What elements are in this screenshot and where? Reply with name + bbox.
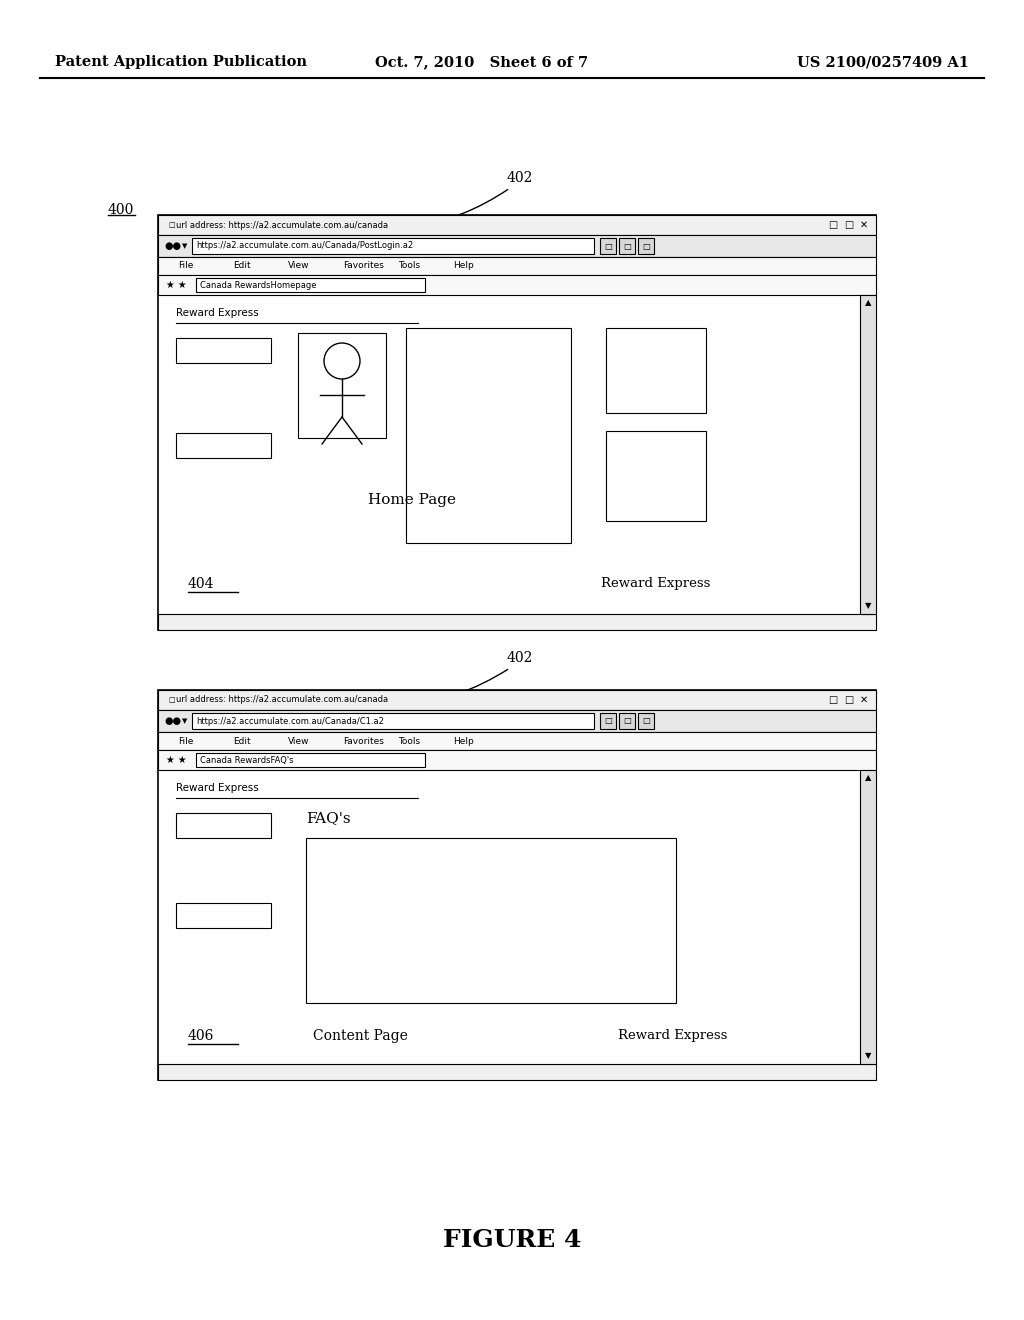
Text: □: □ (604, 242, 612, 251)
Text: ▼: ▼ (864, 602, 871, 610)
Text: ▲: ▲ (864, 774, 871, 783)
Text: Reward Express: Reward Express (601, 578, 711, 590)
Bar (196, 752, 425, 767)
Text: □: □ (604, 717, 612, 726)
Text: □: □ (623, 717, 631, 726)
Text: url address: https://a2.accumulate.com.au/canada: url address: https://a2.accumulate.com.a… (176, 696, 388, 705)
Text: Home Page: Home Page (368, 492, 456, 507)
Text: Edit: Edit (233, 737, 251, 746)
Text: □: □ (642, 242, 650, 251)
Text: Canada RewardsFAQ's: Canada RewardsFAQ's (200, 755, 294, 764)
Bar (606, 327, 706, 413)
Bar (638, 238, 654, 253)
Text: ✕: ✕ (860, 220, 868, 230)
Text: Favorites: Favorites (343, 737, 384, 746)
Text: FAQ's: FAQ's (306, 810, 350, 825)
Text: □: □ (623, 242, 631, 251)
Text: File: File (178, 261, 194, 271)
Text: Tools: Tools (398, 261, 420, 271)
Bar (606, 432, 706, 521)
Text: Help: Help (453, 737, 474, 746)
Bar (158, 257, 876, 275)
Text: Reward Express: Reward Express (176, 308, 259, 318)
Text: 400: 400 (108, 203, 134, 216)
Text: ▼: ▼ (182, 718, 187, 723)
Text: View: View (288, 737, 309, 746)
Bar (176, 813, 271, 838)
Bar (176, 338, 271, 363)
Bar (638, 713, 654, 729)
Bar (158, 614, 876, 630)
Text: 402: 402 (507, 172, 534, 185)
Text: 404: 404 (188, 577, 214, 591)
Bar (600, 713, 616, 729)
Bar (158, 1064, 876, 1080)
Text: File: File (178, 737, 194, 746)
Text: ★ ★: ★ ★ (166, 755, 186, 766)
Text: Reward Express: Reward Express (618, 1030, 727, 1043)
Text: ●●: ●● (164, 715, 181, 726)
Text: url address: https://a2.accumulate.com.au/canada: url address: https://a2.accumulate.com.a… (176, 220, 388, 230)
Bar (158, 275, 876, 294)
Text: View: View (288, 261, 309, 271)
Text: ●●: ●● (164, 242, 181, 251)
Bar (860, 770, 876, 1064)
Bar (176, 903, 271, 928)
Text: Favorites: Favorites (343, 261, 384, 271)
Text: □: □ (168, 222, 175, 228)
Bar (193, 713, 594, 729)
Text: □: □ (168, 697, 175, 704)
Bar (158, 690, 876, 1080)
Bar (406, 327, 571, 543)
Bar (306, 838, 676, 1003)
Text: Help: Help (453, 261, 474, 271)
Text: Reward Express: Reward Express (176, 783, 259, 793)
Text: Content Page: Content Page (313, 1030, 408, 1043)
Text: Edit: Edit (233, 261, 251, 271)
Text: □: □ (828, 696, 838, 705)
Text: 402: 402 (507, 651, 534, 665)
Bar (158, 215, 876, 630)
Bar (176, 433, 271, 458)
Bar (158, 690, 876, 710)
Bar (158, 733, 876, 750)
Bar (158, 750, 876, 770)
Text: □: □ (828, 220, 838, 230)
Text: US 2100/0257409 A1: US 2100/0257409 A1 (797, 55, 969, 69)
Text: □: □ (844, 696, 853, 705)
Bar (158, 235, 876, 257)
Text: □: □ (844, 220, 853, 230)
Text: https://a2.accumulate.com.au/Canada/C1.a2: https://a2.accumulate.com.au/Canada/C1.a… (196, 717, 384, 726)
Text: ✕: ✕ (860, 696, 868, 705)
Text: Tools: Tools (398, 737, 420, 746)
Bar (600, 238, 616, 253)
Text: ▼: ▼ (864, 1052, 871, 1060)
Bar (860, 294, 876, 614)
Bar (158, 215, 876, 235)
Text: ▲: ▲ (864, 298, 871, 308)
Bar (193, 238, 594, 253)
Text: Canada RewardsHomepage: Canada RewardsHomepage (200, 281, 316, 289)
Text: ★ ★: ★ ★ (166, 280, 186, 290)
Text: 406: 406 (188, 1030, 214, 1043)
Bar (298, 333, 386, 438)
Text: ▼: ▼ (182, 243, 187, 249)
Text: Oct. 7, 2010   Sheet 6 of 7: Oct. 7, 2010 Sheet 6 of 7 (376, 55, 589, 69)
Text: FIGURE 4: FIGURE 4 (442, 1228, 582, 1251)
Bar (196, 279, 425, 292)
Bar (158, 710, 876, 733)
Text: □: □ (642, 717, 650, 726)
Text: Patent Application Publication: Patent Application Publication (55, 55, 307, 69)
Bar (618, 713, 635, 729)
Bar (618, 238, 635, 253)
Text: https://a2.accumulate.com.au/Canada/PostLogin.a2: https://a2.accumulate.com.au/Canada/Post… (196, 242, 413, 251)
